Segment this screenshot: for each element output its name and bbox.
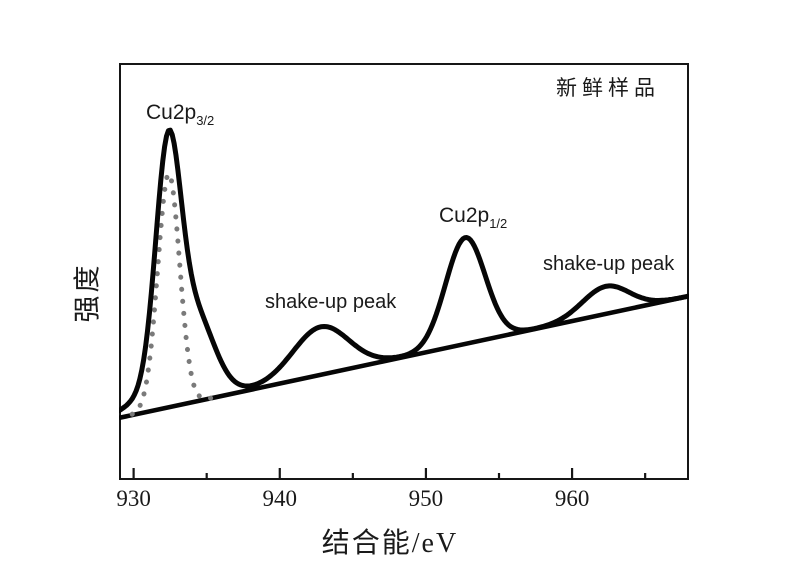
annotation-cu2p12: Cu2p1/2 (439, 204, 508, 231)
sample-name-label: 新鲜样品 (556, 76, 660, 100)
fitted-component-dotted-curve (129, 169, 223, 417)
annotation-shakeup-peak-2: shake-up peak (543, 253, 675, 275)
spectrum-plot-canvas (119, 127, 689, 478)
x-tick-label: 950 (408, 486, 444, 511)
x-tick-label: 930 (116, 486, 151, 511)
x-axis-label: 结合能/eV (321, 528, 459, 559)
annotation-shakeup-peak-1: shake-up peak (265, 291, 397, 313)
plot-frame (119, 63, 689, 480)
x-tick-label: 940 (262, 486, 298, 511)
annotation-cu2p32: Cu2p3/2 (146, 101, 215, 128)
y-axis-label: 强度 (72, 262, 103, 323)
x-tick-label: 960 (554, 486, 590, 511)
x-axis-ticks (132, 468, 647, 478)
spectrum-curve (119, 127, 689, 414)
